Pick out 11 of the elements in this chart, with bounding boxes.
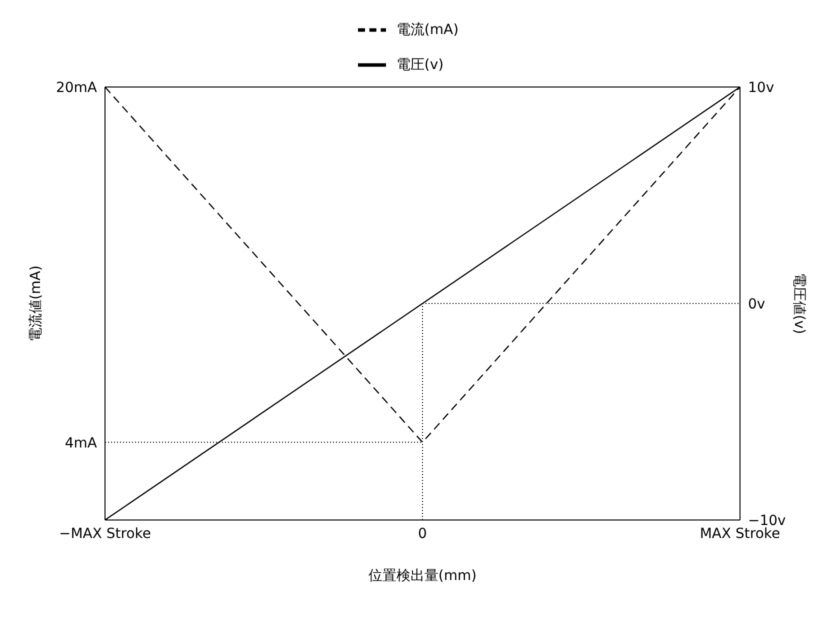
y-axis-title: 電流値(mA): [28, 265, 44, 342]
y2-tick-label: 0v: [748, 296, 766, 312]
legend-label: 電圧(v): [396, 57, 444, 73]
legend-label: 電流(mA): [396, 22, 459, 38]
y-tick-label: 20mA: [56, 80, 98, 96]
y-tick-label: 4mA: [64, 435, 98, 452]
x-tick-label: −MAX Stroke: [58, 526, 152, 542]
x-tick-label: 0: [418, 526, 427, 542]
x-axis-title: 位置検出量(mm): [368, 568, 477, 584]
y2-axis-title: 電圧値(v): [791, 272, 808, 334]
y2-tick-label: 10v: [748, 80, 774, 96]
